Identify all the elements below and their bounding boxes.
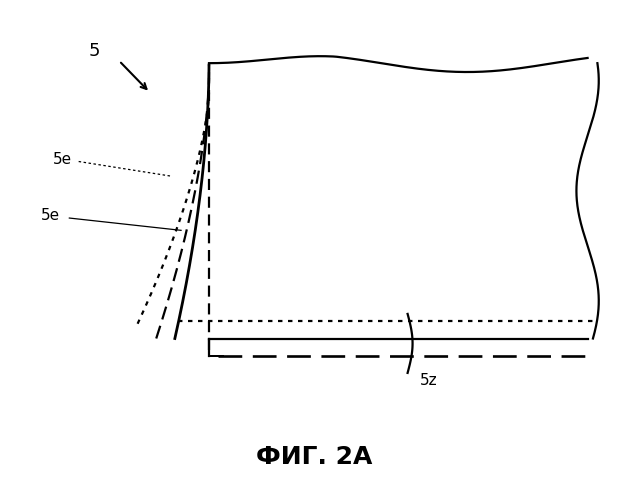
Text: 5z: 5z <box>420 373 438 388</box>
Text: 5e: 5e <box>53 152 72 166</box>
Text: ФИГ. 2А: ФИГ. 2А <box>256 444 373 468</box>
Text: 5: 5 <box>89 42 100 60</box>
Text: 5e: 5e <box>41 208 60 223</box>
